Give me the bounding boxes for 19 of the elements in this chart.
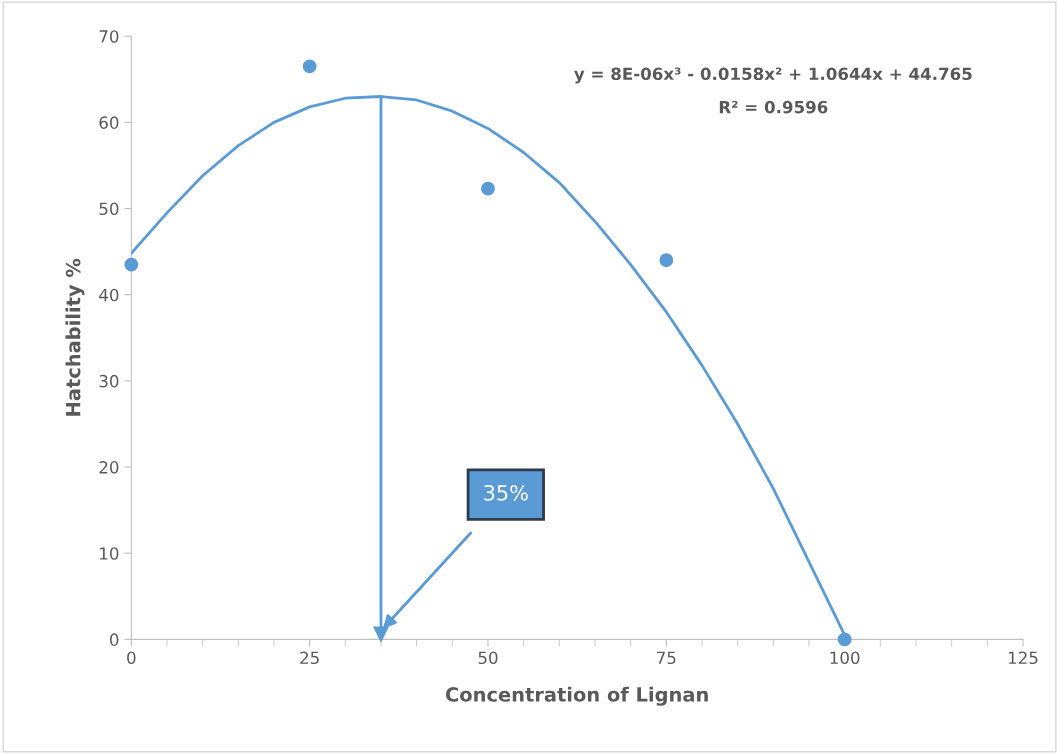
y-tick-label: 0 [110,633,119,646]
annotation: R² = 0.9596 [719,100,828,114]
x-tick-label: 125 [1008,651,1038,665]
annotation: y = 8E-06x³ - 0.0158x² + 1.0644x + 44.765 [574,67,972,84]
annotation: 35% [484,484,528,501]
y-tick-label: 50 [99,202,119,216]
y-tick-label: 40 [99,288,119,302]
y-tick-label: 70 [99,30,119,43]
y-tick-label: 30 [99,374,119,388]
x-tick-label: 0 [127,651,136,665]
x-axis-title: Concentration of Lignan [445,686,708,706]
x-tick-label: 25 [300,651,319,665]
y-axis-title: Hatchability % [65,258,85,416]
x-tick-label: 50 [478,651,498,665]
y-tick-label: 60 [99,116,119,129]
x-tick-label: 75 [657,651,676,665]
y-tick-label: 10 [100,547,119,560]
x-tick-label: 100 [830,651,860,665]
y-tick-label: 20 [99,461,119,474]
